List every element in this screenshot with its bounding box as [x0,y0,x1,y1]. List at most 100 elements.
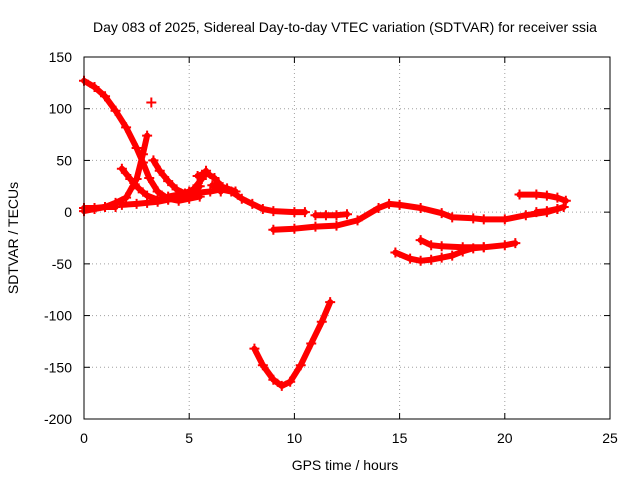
data-point [390,247,401,258]
data-point [110,105,121,116]
data-point [137,149,148,160]
data-point [163,176,174,187]
data-point [310,221,321,232]
x-tick-label: 15 [392,430,408,446]
data-point [325,297,336,308]
data-point [201,167,212,178]
data-point [499,240,510,251]
data-point [531,189,542,200]
data-point [222,183,233,194]
data-point [295,360,306,371]
x-tick-label: 10 [287,430,303,446]
series-line [150,157,209,197]
series-arc-5 [146,97,157,108]
data-point [426,254,437,265]
data-point [331,210,342,221]
data-point [436,241,447,252]
data-point [121,122,132,133]
data-point [89,81,100,92]
data-point [100,91,111,102]
x-tick-label: 20 [497,430,513,446]
data-point [89,203,100,214]
y-tick-label: -50 [52,256,72,272]
data-point [520,210,531,221]
data-point [268,374,279,385]
data-point [133,183,144,194]
data-point [306,338,317,349]
y-tick-label: -200 [44,411,72,427]
series-arc-10 [249,297,336,391]
data-point [447,250,458,261]
data-point [215,181,226,192]
data-point [148,155,159,166]
data-point [110,201,121,212]
data-point [194,187,205,198]
data-point [100,201,111,212]
data-point [405,253,416,264]
data-point [205,186,216,197]
series-arc-9 [207,180,241,197]
y-axis-label: SDTVAR / TECUs [5,182,21,294]
data-point [415,235,426,246]
data-point [257,360,268,371]
data-point [142,130,153,141]
series-arc-12 [310,209,352,221]
data-point [415,203,426,214]
data-point [142,197,153,208]
data-point [154,165,165,176]
data-marks [79,75,571,391]
data-point [236,193,247,204]
data-point [230,186,241,197]
data-point [499,214,510,225]
data-point [352,215,363,226]
y-tick-label: -100 [44,308,72,324]
data-point [514,189,525,200]
data-point [121,192,132,203]
data-point [209,173,220,184]
y-tick-label: 0 [64,204,72,220]
data-point [184,189,195,200]
data-point [541,190,552,201]
data-point [125,174,136,185]
data-point [342,209,352,220]
data-point [436,252,447,263]
data-point [257,204,268,215]
data-point [289,223,300,234]
data-point [541,206,552,217]
data-point [207,180,218,191]
series-line [312,211,350,219]
data-point [468,213,479,224]
data-point [415,255,426,266]
data-point [373,203,384,214]
data-point [152,196,163,207]
data-point [457,242,468,253]
data-point [552,204,563,215]
series-arc-16 [531,204,563,218]
x-tick-label: 25 [602,430,618,446]
data-point [310,210,321,221]
data-point [426,240,437,251]
data-point [144,173,155,184]
series-line [81,204,119,211]
data-point [116,199,127,210]
data-point [299,207,310,218]
plot-frame [83,56,611,420]
data-point [384,198,395,209]
y-tick-label: -150 [44,359,72,375]
y-tick-label: 150 [49,49,73,65]
data-point [478,214,489,225]
data-point [447,212,458,223]
data-point [558,201,569,212]
grid-lines [84,57,610,419]
tick-labels: 0 5 10 15 20 25 -200 -150 -100 -50 0 50 100 150 [44,49,618,446]
data-point [478,242,489,253]
x-tick-label: 5 [185,430,193,446]
data-point [560,195,571,206]
data-point [510,238,521,249]
data-point [394,199,405,210]
data-point [171,184,182,195]
data-point [173,192,184,203]
data-point [268,206,279,217]
